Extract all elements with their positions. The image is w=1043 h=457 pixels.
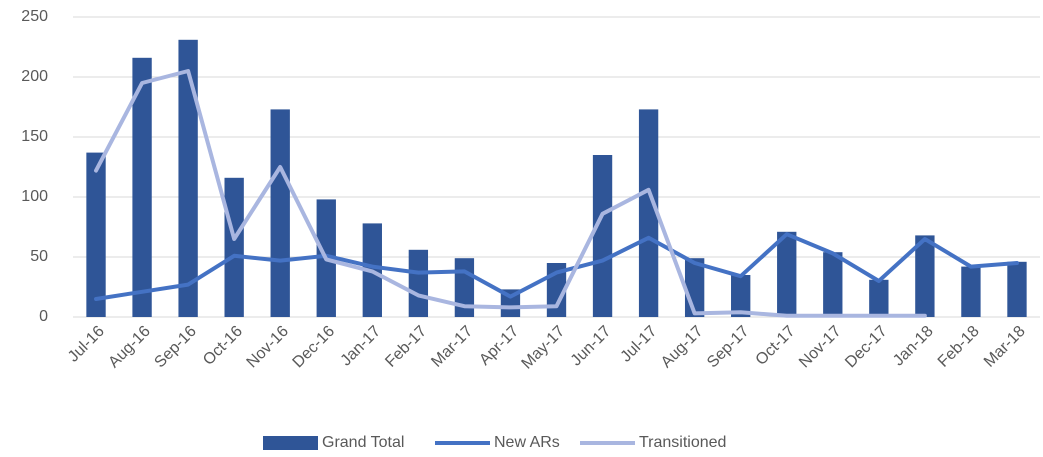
x-tick-label: Jul-16 [65, 323, 108, 366]
bar [731, 275, 751, 317]
bar [178, 39, 198, 318]
line [94, 69, 927, 318]
x-tick-label: Oct-17 [753, 323, 799, 369]
x-tick-label: Feb-18 [935, 323, 983, 371]
x-tick-label: Aug-17 [658, 323, 707, 372]
legend-swatch [263, 436, 318, 450]
x-tick-label: Aug-16 [105, 323, 154, 372]
bar [270, 109, 290, 318]
bar [823, 252, 843, 317]
bar [132, 57, 152, 318]
x-tick-label: Sep-16 [151, 323, 200, 372]
y-tick-label: 100 [21, 188, 48, 205]
x-tick-label: Jan-17 [338, 323, 385, 370]
bar [224, 177, 244, 317]
bar [86, 152, 106, 317]
x-tick-label: Oct-16 [200, 323, 246, 369]
legend-label: Transitioned [639, 434, 726, 451]
bar [592, 155, 613, 317]
bar [869, 279, 889, 317]
x-tick-label: Dec-17 [842, 323, 891, 372]
x-tick-label: Jan-18 [890, 323, 937, 370]
line [94, 232, 1019, 301]
y-tick-label: 200 [21, 68, 48, 85]
bar [961, 266, 981, 317]
y-tick-label: 0 [39, 308, 48, 325]
legend-label: New ARs [494, 434, 560, 451]
x-tick-label: Mar-17 [428, 323, 476, 371]
x-tick-label: May-17 [519, 323, 569, 373]
y-tick-label: 150 [21, 128, 48, 145]
bar [915, 235, 935, 317]
x-tick-label: Sep-17 [704, 323, 753, 372]
x-tick-label: Nov-16 [244, 323, 293, 372]
x-tick-label: Dec-16 [290, 323, 339, 372]
x-tick-label: Mar-18 [981, 323, 1029, 371]
x-tick-label: Feb-17 [382, 323, 430, 371]
bar [638, 109, 659, 318]
bar [408, 249, 429, 317]
y-tick-label: 50 [30, 248, 48, 265]
x-tick-label: Jun-17 [568, 323, 615, 370]
bar [1007, 261, 1027, 317]
bar [777, 231, 797, 317]
x-tick-label: Nov-17 [796, 323, 845, 372]
x-tick-label: Apr-17 [476, 323, 522, 369]
y-tick-label: 250 [21, 8, 48, 25]
legend-label: Grand Total [322, 434, 404, 451]
x-tick-label: Jul-17 [618, 323, 661, 366]
